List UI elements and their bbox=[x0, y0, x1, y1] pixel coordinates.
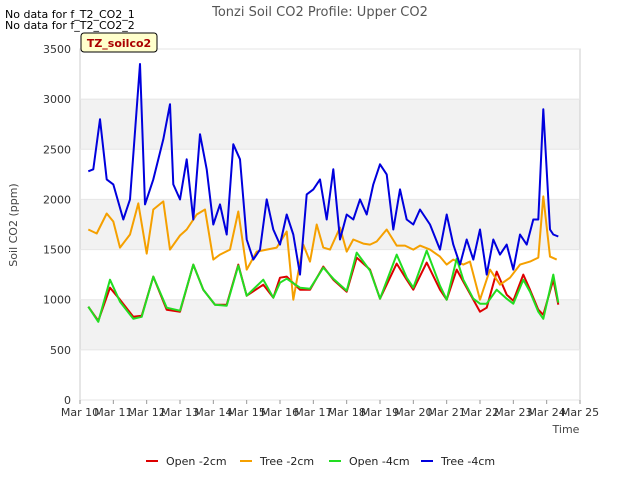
badge-label: TZ_soilco2 bbox=[87, 37, 151, 50]
legend-label: Tree -2cm bbox=[259, 455, 314, 468]
y-tick-label: 0 bbox=[64, 394, 71, 407]
y-axis: 0 500 1000 1500 2000 2500 3000 3500 bbox=[43, 43, 580, 407]
y-tick-label: 500 bbox=[50, 344, 71, 357]
legend: Open -2cm Tree -2cm Open -4cm Tree -4cm bbox=[146, 455, 495, 468]
x-tick-label: Mar 14 bbox=[194, 406, 232, 419]
x-axis-label: Time bbox=[552, 423, 580, 436]
y-axis-label: Soil CO2 (ppm) bbox=[7, 183, 20, 266]
x-tick-label: Mar 22 bbox=[461, 406, 499, 419]
legend-label: Tree -4cm bbox=[440, 455, 495, 468]
y-tick-label: 1000 bbox=[43, 294, 71, 307]
x-tick-label: Mar 15 bbox=[228, 406, 266, 419]
grid-band bbox=[80, 99, 580, 150]
x-tick-label: Mar 25 bbox=[561, 406, 599, 419]
x-tick-label: Mar 19 bbox=[361, 406, 399, 419]
x-tick-label: Mar 12 bbox=[128, 406, 166, 419]
y-tick-label: 2500 bbox=[43, 143, 71, 156]
series-line-open-2cm bbox=[87, 256, 560, 322]
x-tick-label: Mar 13 bbox=[161, 406, 199, 419]
grid-band bbox=[80, 299, 580, 350]
legend-label: Open -4cm bbox=[349, 455, 410, 468]
x-tick-label: Mar 24 bbox=[528, 406, 566, 419]
y-tick-label: 2000 bbox=[43, 193, 71, 206]
x-tick-label: Mar 10 bbox=[61, 406, 99, 419]
y-tick-label: 1500 bbox=[43, 244, 71, 257]
legend-label: Open -2cm bbox=[166, 455, 227, 468]
series-line-tree-4cm bbox=[87, 63, 559, 276]
no-data-note-1: No data for f_T2_CO2_1 bbox=[5, 8, 135, 21]
x-tick-label: Mar 18 bbox=[328, 406, 366, 419]
badge: TZ_soilco2 bbox=[80, 32, 158, 53]
series-line-open-4cm bbox=[87, 249, 560, 323]
series-line-tree-2cm bbox=[87, 195, 558, 301]
x-tick-label: Mar 11 bbox=[94, 406, 132, 419]
x-tick-label: Mar 17 bbox=[294, 406, 332, 419]
grid-bands bbox=[80, 99, 580, 350]
x-tick-label: Mar 21 bbox=[428, 406, 466, 419]
x-tick-label: Mar 20 bbox=[394, 406, 432, 419]
x-tick-label: Mar 16 bbox=[261, 406, 299, 419]
x-tick-label: Mar 23 bbox=[494, 406, 532, 419]
y-tick-label: 3000 bbox=[43, 93, 71, 106]
chart-title: Tonzi Soil CO2 Profile: Upper CO2 bbox=[211, 5, 428, 20]
series-lines bbox=[87, 63, 560, 323]
no-data-note-2: No data for f_T2_CO2_2 bbox=[5, 19, 135, 32]
y-tick-label: 3500 bbox=[43, 43, 71, 56]
